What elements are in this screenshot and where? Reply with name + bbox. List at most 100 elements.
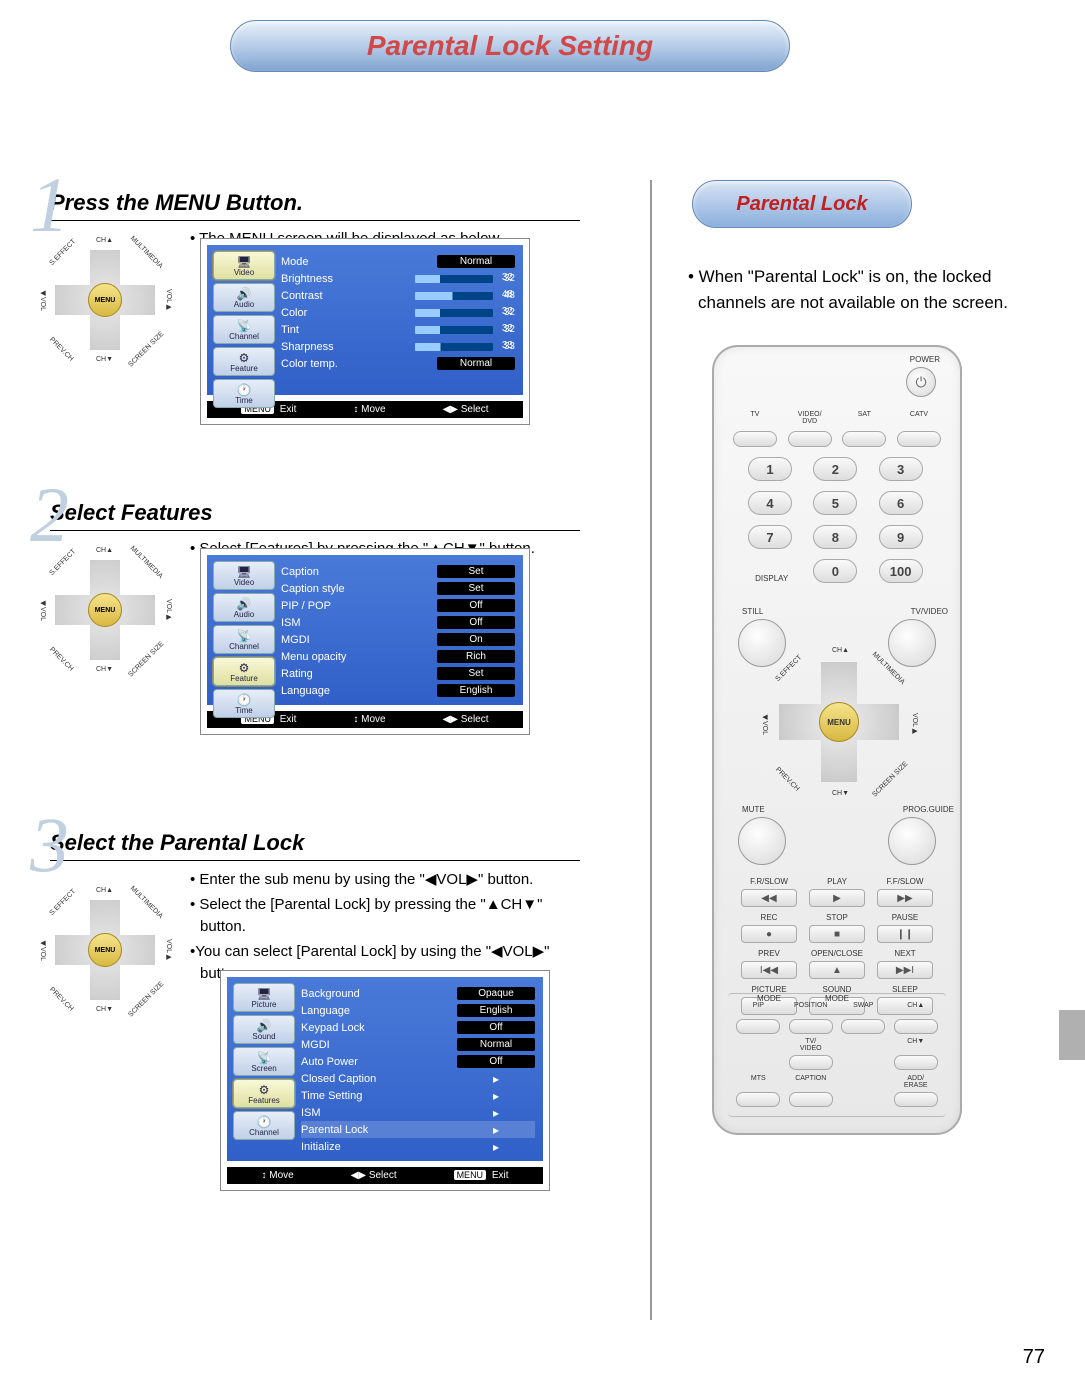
transport-button[interactable]: ● (741, 925, 797, 943)
osd-row[interactable]: ISMOff (281, 614, 515, 631)
osd-row[interactable]: LanguageEnglish (301, 1002, 535, 1019)
sub-button[interactable] (789, 1055, 833, 1070)
numpad-3[interactable]: 3 (879, 457, 923, 481)
osd-row[interactable]: Auto PowerOff (301, 1053, 535, 1070)
osd-row[interactable]: ModeNormal (281, 253, 515, 270)
osd-tab-video[interactable]: 🖥Video (213, 561, 275, 590)
osd-tab-picture[interactable]: 🖥Picture (233, 983, 295, 1012)
osd-tab-feature[interactable]: ⚙Feature (213, 657, 275, 686)
dpad-graphic-1: MENU CH▲ CH▼ ◀VOL VOL▶ S.EFFECT MULTIMED… (40, 235, 170, 365)
osd-row[interactable]: Sharpness33 (281, 338, 515, 355)
osd-row[interactable]: CaptionSet (281, 563, 515, 580)
osd-tab-channel[interactable]: 🕐Channel (233, 1111, 295, 1140)
transport-button[interactable]: ▲ (809, 961, 865, 979)
step-3-desc-block: • Enter the sub menu by using the "◀VOL▶… (190, 869, 580, 986)
mute-button[interactable] (738, 817, 786, 865)
osd-row[interactable]: Color32 (281, 304, 515, 321)
dpad-graphic-3: MENU CH▲ CH▼ ◀VOL VOL▶ S.EFFECT MULTIMED… (40, 885, 170, 1015)
sub-button[interactable] (736, 1019, 780, 1034)
step-2: 2 Select Features • Select [Features] by… (50, 500, 580, 565)
remote-dpad[interactable]: MENU CH▲ CH▼ ◀VOL VOL▶ S.EFFECT MULTIMED… (764, 647, 914, 797)
osd-row[interactable]: Keypad LockOff (301, 1019, 535, 1036)
step-3: 3 Select the Parental Lock • Enter the s… (50, 830, 580, 988)
sidebar: Parental Lock • When "Parental Lock" is … (650, 180, 1050, 1320)
source-button[interactable] (842, 431, 886, 447)
osd-row[interactable]: Closed Caption▸ (301, 1070, 535, 1087)
page-number: 77 (1023, 1346, 1045, 1369)
sidebar-pill-label: Parental Lock (736, 193, 867, 216)
osd-tab-time[interactable]: 🕐Time (213, 689, 275, 718)
numpad-0[interactable]: 0 (813, 559, 857, 583)
sub-button[interactable] (789, 1092, 833, 1107)
transport-button[interactable]: I◀◀ (741, 961, 797, 979)
page-title-bar: Parental Lock Setting (230, 20, 790, 72)
osd-row[interactable]: ISM▸ (301, 1104, 535, 1121)
source-button[interactable] (733, 431, 777, 447)
osd-row[interactable]: Initialize▸ (301, 1138, 535, 1155)
source-button[interactable] (788, 431, 832, 447)
osd-row[interactable]: Tint32 (281, 321, 515, 338)
osd-tab-channel[interactable]: 📡Channel (213, 315, 275, 344)
transport-button[interactable]: ▶ (809, 889, 865, 907)
sidebar-pill: Parental Lock (692, 180, 912, 228)
osd-row[interactable]: Color temp.Normal (281, 355, 515, 372)
dpad-menu: MENU (88, 933, 122, 967)
step-3-number: 3 (30, 800, 69, 890)
sub-button[interactable] (894, 1055, 938, 1070)
osd-tab-time[interactable]: 🕐Time (213, 379, 275, 408)
osd-1: 🖥Video 🔊Audio 📡Channel ⚙Feature 🕐Time ModeNor… (200, 238, 530, 425)
numpad-6[interactable]: 6 (879, 491, 923, 515)
osd-tab-screen[interactable]: 📡Screen (233, 1047, 295, 1076)
osd-tab-feature[interactable]: ⚙Feature (213, 347, 275, 376)
osd-row[interactable]: Time Setting▸ (301, 1087, 535, 1104)
osd-3: 🖥Picture 🔊Sound 📡Screen ⚙Features 🕐Channel Ba… (220, 970, 550, 1191)
source-button[interactable] (897, 431, 941, 447)
osd-row[interactable]: Contrast48 (281, 287, 515, 304)
sidebar-text: • When "Parental Lock" is on, the locked… (692, 264, 1050, 315)
power-button[interactable]: ⏻ (906, 367, 936, 397)
osd-row[interactable]: BackgroundOpaque (301, 985, 535, 1002)
step-2-title: Select Features (50, 500, 580, 526)
sub-button[interactable] (736, 1092, 780, 1107)
osd-tab-video[interactable]: 🖥Video (213, 251, 275, 280)
transport-button[interactable]: ▶▶ (877, 889, 933, 907)
osd-row[interactable]: Caption styleSet (281, 580, 515, 597)
osd-row[interactable]: Brightness32 (281, 270, 515, 287)
osd-row[interactable]: PIP / POPOff (281, 597, 515, 614)
osd-tab-features[interactable]: ⚙Features (233, 1079, 295, 1108)
osd-row[interactable]: MGDINormal (301, 1036, 535, 1053)
transport-button[interactable]: ❙❙ (877, 925, 933, 943)
numpad-4[interactable]: 4 (748, 491, 792, 515)
numpad-7[interactable]: 7 (748, 525, 792, 549)
numpad-100[interactable]: 100 (879, 559, 923, 583)
osd-tab-audio[interactable]: 🔊Audio (213, 593, 275, 622)
sub-button[interactable] (841, 1019, 885, 1034)
page-edge-tab (1059, 1010, 1085, 1060)
transport-button[interactable]: ◀◀ (741, 889, 797, 907)
tvvideo-label: TV/VIDEO (911, 607, 948, 616)
transport-button[interactable]: ■ (809, 925, 865, 943)
osd-row[interactable]: Menu opacityRich (281, 648, 515, 665)
step-1-title: Press the MENU Button. (50, 190, 580, 216)
numpad-2[interactable]: 2 (813, 457, 857, 481)
osd-row[interactable]: RatingSet (281, 665, 515, 682)
progguide-button[interactable] (888, 817, 936, 865)
dpad-menu: MENU (88, 593, 122, 627)
sub-button[interactable] (894, 1092, 938, 1107)
numpad-5[interactable]: 5 (813, 491, 857, 515)
sub-button[interactable] (789, 1019, 833, 1034)
numpad-8[interactable]: 8 (813, 525, 857, 549)
osd-tab-sound[interactable]: 🔊Sound (233, 1015, 295, 1044)
osd-tab-channel[interactable]: 📡Channel (213, 625, 275, 654)
sub-button[interactable] (894, 1019, 938, 1034)
osd-tab-audio[interactable]: 🔊Audio (213, 283, 275, 312)
sub-buttons: PIPPOSITIONSWAPCH▲TV/ VIDEOCH▼MTSCAPTION… (728, 993, 946, 1117)
transport-button[interactable]: ▶▶I (877, 961, 933, 979)
numpad-1[interactable]: 1 (748, 457, 792, 481)
osd-row[interactable]: Parental Lock▸ (301, 1121, 535, 1138)
page-title: Parental Lock Setting (367, 30, 653, 62)
numpad-9[interactable]: 9 (879, 525, 923, 549)
osd-row[interactable]: LanguageEnglish (281, 682, 515, 699)
osd-row[interactable]: MGDIOn (281, 631, 515, 648)
step-2-rule (50, 530, 580, 531)
